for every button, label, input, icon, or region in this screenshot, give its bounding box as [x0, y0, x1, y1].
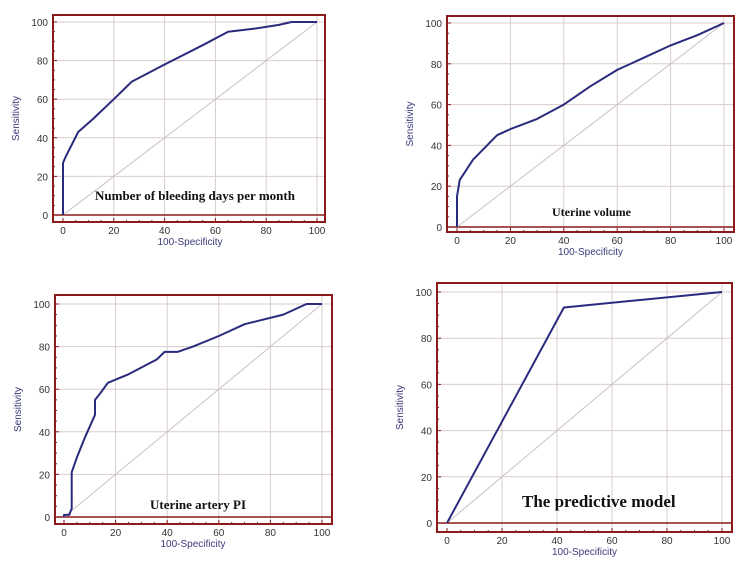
x-tick-label: 0: [454, 236, 460, 247]
reference-diagonal: [62, 21, 318, 216]
x-tick-label: 100: [716, 236, 733, 247]
y-tick-label: 60: [37, 95, 49, 106]
y-tick-label: 100: [425, 19, 442, 30]
y-tick-label: 60: [421, 380, 433, 391]
y-tick-label: 0: [426, 519, 432, 530]
x-tick-label: 100: [714, 536, 731, 547]
x-tick-label: 100: [309, 226, 326, 237]
x-axis-label: 100-Specificity: [157, 237, 222, 248]
x-tick-label: 20: [110, 528, 122, 539]
x-axis-label: 100-Specificity: [558, 247, 623, 258]
x-tick-label: 40: [551, 536, 563, 547]
roc-chart-uterine-artery-pi: 00 20 20 40 40 60 60 80 80 100 100 100-Specificity S…: [13, 294, 333, 550]
x-axis-label: 100-Specificity: [552, 547, 617, 558]
x-tick-label: 40: [162, 528, 174, 539]
x-tick-label: 40: [558, 236, 570, 247]
chart-annotation: Uterine volume: [552, 205, 632, 219]
roc-chart-predictive-model: 0 0 20 20 40 40 60 60 80 80 100 100 100-Specificity S…: [395, 282, 733, 558]
plot-frame: [54, 294, 333, 525]
y-tick-label: 40: [39, 428, 51, 439]
y-tick-label: 60: [39, 385, 51, 396]
y-tick-label: 20: [431, 182, 443, 193]
x-tick-label: 40: [159, 226, 171, 237]
y-tick-label: 80: [39, 343, 51, 354]
x-tick-label: 80: [661, 536, 673, 547]
x-tick-label: 0: [60, 226, 66, 237]
roc-chart-bleeding-days: 0 0 20 20 40 40 60 60 80 80 100 100 100-Specificity S…: [11, 14, 326, 248]
y-tick-label: 20: [37, 172, 49, 183]
plot-frame: [446, 15, 735, 233]
plot-frame: [52, 14, 326, 223]
x-tick-label: 20: [496, 536, 508, 547]
y-tick-label: 40: [421, 427, 433, 438]
roc-chart-uterine-volume: 0 0 20 20 40 40 60 60 80 80 100 100 100-Specificity S…: [405, 15, 735, 258]
y-axis-label: Sensitivity: [11, 96, 22, 141]
y-tick-label: 20: [421, 473, 433, 484]
roc-curve: [456, 22, 725, 227]
x-tick-label: 60: [213, 528, 225, 539]
y-tick-label: 100: [33, 300, 50, 311]
plot-frame: [436, 282, 733, 533]
reference-diagonal: [446, 291, 723, 524]
x-tick-label: 20: [108, 226, 120, 237]
x-tick-label: 0: [61, 528, 67, 539]
y-tick-label: 40: [37, 134, 49, 145]
y-tick-label: 100: [31, 18, 48, 29]
y-tick-label: 80: [421, 334, 433, 345]
reference-diagonal: [63, 303, 323, 518]
x-tick-label: 100: [314, 528, 331, 539]
x-tick-label: 20: [505, 236, 517, 247]
y-axis-label: Sensitivity: [405, 101, 416, 146]
x-tick-label: 80: [261, 226, 273, 237]
x-axis-label: 100-Specificity: [160, 539, 225, 550]
y-tick-label: 80: [431, 60, 443, 71]
y-tick-label: 20: [39, 470, 51, 481]
y-axis-label: Sensitivity: [13, 387, 24, 432]
x-tick-label: 0: [444, 536, 450, 547]
y-tick-label: 80: [37, 57, 49, 68]
chart-annotation: Number of bleeding days per month: [95, 188, 296, 203]
chart-annotation: Uterine artery PI: [150, 497, 246, 512]
x-tick-label: 60: [606, 536, 618, 547]
chart-annotation: The predictive model: [522, 492, 676, 511]
x-tick-label: 60: [612, 236, 624, 247]
reference-diagonal: [456, 22, 725, 228]
y-axis-label: Sensitivity: [395, 385, 406, 430]
y-tick-label: 100: [415, 288, 432, 299]
y-tick-label: 0: [44, 513, 50, 524]
x-tick-label: 80: [665, 236, 677, 247]
x-tick-label: 80: [265, 528, 277, 539]
y-tick-label: 0: [42, 211, 48, 222]
y-tick-label: 0: [436, 223, 442, 234]
x-tick-label: 60: [210, 226, 222, 237]
y-tick-label: 60: [431, 101, 443, 112]
y-tick-label: 40: [431, 141, 443, 152]
